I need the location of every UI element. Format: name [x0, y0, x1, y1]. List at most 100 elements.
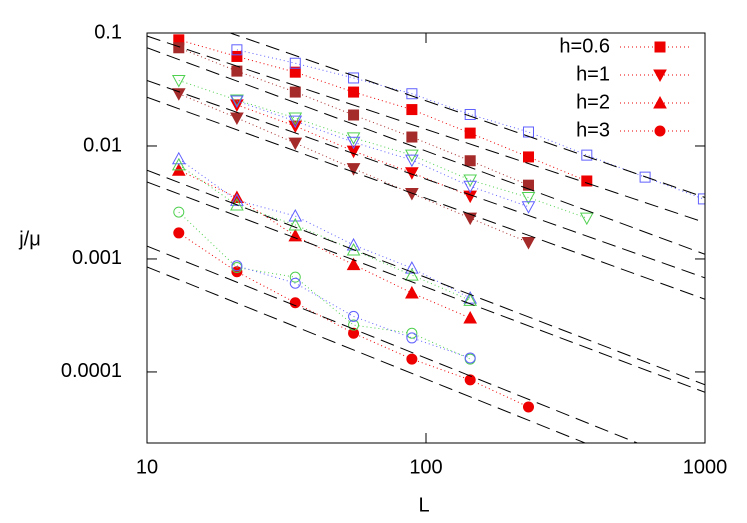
- fit-line: [147, 169, 705, 386]
- marker: [464, 127, 476, 139]
- marker: [405, 268, 419, 281]
- marker: [348, 86, 360, 98]
- marker: [522, 126, 534, 138]
- marker: [230, 190, 244, 203]
- marker: [348, 109, 360, 121]
- marker: [653, 95, 667, 109]
- marker: [405, 154, 419, 168]
- series-line: [236, 104, 471, 197]
- marker: [171, 151, 186, 165]
- marker: [522, 179, 534, 191]
- x-tick-label: 100: [409, 456, 442, 478]
- marker: [521, 191, 536, 205]
- fit-line: [147, 96, 705, 300]
- legend-label: h=1: [576, 63, 610, 85]
- fit-line: [147, 266, 587, 443]
- legend-label: h=3: [576, 119, 610, 141]
- y-axis-label: j/μ: [18, 228, 41, 250]
- series-line: [178, 158, 471, 299]
- marker: [230, 95, 244, 109]
- marker: [231, 260, 243, 272]
- marker: [464, 155, 476, 167]
- legend-item: h=0.6: [559, 35, 690, 57]
- marker: [522, 401, 534, 413]
- legend-item: h=3: [576, 119, 690, 141]
- marker: [230, 193, 244, 206]
- marker: [521, 201, 536, 214]
- marker: [463, 310, 478, 324]
- marker: [289, 271, 301, 283]
- series-line: [178, 164, 471, 301]
- marker: [173, 227, 185, 239]
- marker: [406, 332, 418, 344]
- marker: [230, 198, 244, 211]
- marker: [522, 151, 534, 163]
- marker: [348, 319, 360, 331]
- x-tick-label: 10: [136, 456, 158, 478]
- marker: [346, 257, 361, 271]
- x-tick-label: 1000: [683, 456, 728, 478]
- marker: [171, 88, 186, 101]
- series-line: [178, 169, 471, 319]
- y-tick-label: 0.01: [83, 134, 122, 156]
- marker: [405, 285, 419, 299]
- series-line: [236, 49, 704, 200]
- plot-frame: [146, 32, 706, 444]
- marker: [289, 297, 301, 309]
- marker: [464, 374, 476, 386]
- marker: [406, 104, 418, 116]
- marker: [346, 136, 361, 150]
- marker: [463, 180, 478, 194]
- x-axis-label: L: [418, 494, 429, 516]
- legend-label: h=0.6: [559, 35, 610, 57]
- marker: [288, 115, 303, 129]
- y-tick-label: 0.0001: [61, 360, 122, 382]
- marker: [346, 145, 361, 159]
- marker: [288, 208, 303, 222]
- marker: [581, 175, 593, 187]
- marker: [289, 66, 301, 78]
- marker: [288, 112, 303, 126]
- marker: [697, 193, 705, 205]
- marker: [654, 125, 666, 137]
- fit-line: [147, 80, 705, 279]
- marker: [654, 41, 666, 53]
- marker: [346, 242, 361, 256]
- legend-label: h=2: [576, 91, 610, 113]
- marker: [288, 217, 303, 231]
- marker: [289, 57, 301, 69]
- marker: [405, 149, 419, 163]
- marker: [231, 266, 243, 278]
- marker: [463, 291, 478, 304]
- marker: [348, 327, 360, 339]
- marker: [171, 157, 186, 171]
- marker: [653, 69, 667, 83]
- fit-line: [147, 181, 705, 393]
- marker: [289, 277, 301, 289]
- marker: [406, 353, 418, 365]
- marker: [346, 163, 361, 176]
- marker: [346, 132, 361, 145]
- y-tick-label: 0.1: [94, 21, 122, 43]
- marker: [231, 50, 243, 62]
- fit-line: [147, 47, 705, 255]
- fit-line: [147, 35, 705, 224]
- marker: [289, 86, 301, 98]
- marker: [288, 137, 303, 151]
- series-line: [236, 265, 471, 359]
- marker: [230, 112, 244, 126]
- fit-line: [228, 33, 705, 198]
- marker: [173, 42, 185, 54]
- marker: [463, 174, 478, 188]
- marker: [521, 236, 536, 250]
- plot-area: [147, 33, 705, 443]
- marker: [173, 206, 185, 218]
- marker: [405, 261, 419, 274]
- marker: [348, 310, 360, 322]
- y-tick-label: 0.001: [72, 247, 122, 269]
- marker: [288, 228, 303, 242]
- marker: [348, 72, 360, 84]
- series-line: [178, 39, 587, 182]
- series-line: [236, 100, 529, 208]
- marker: [581, 149, 593, 161]
